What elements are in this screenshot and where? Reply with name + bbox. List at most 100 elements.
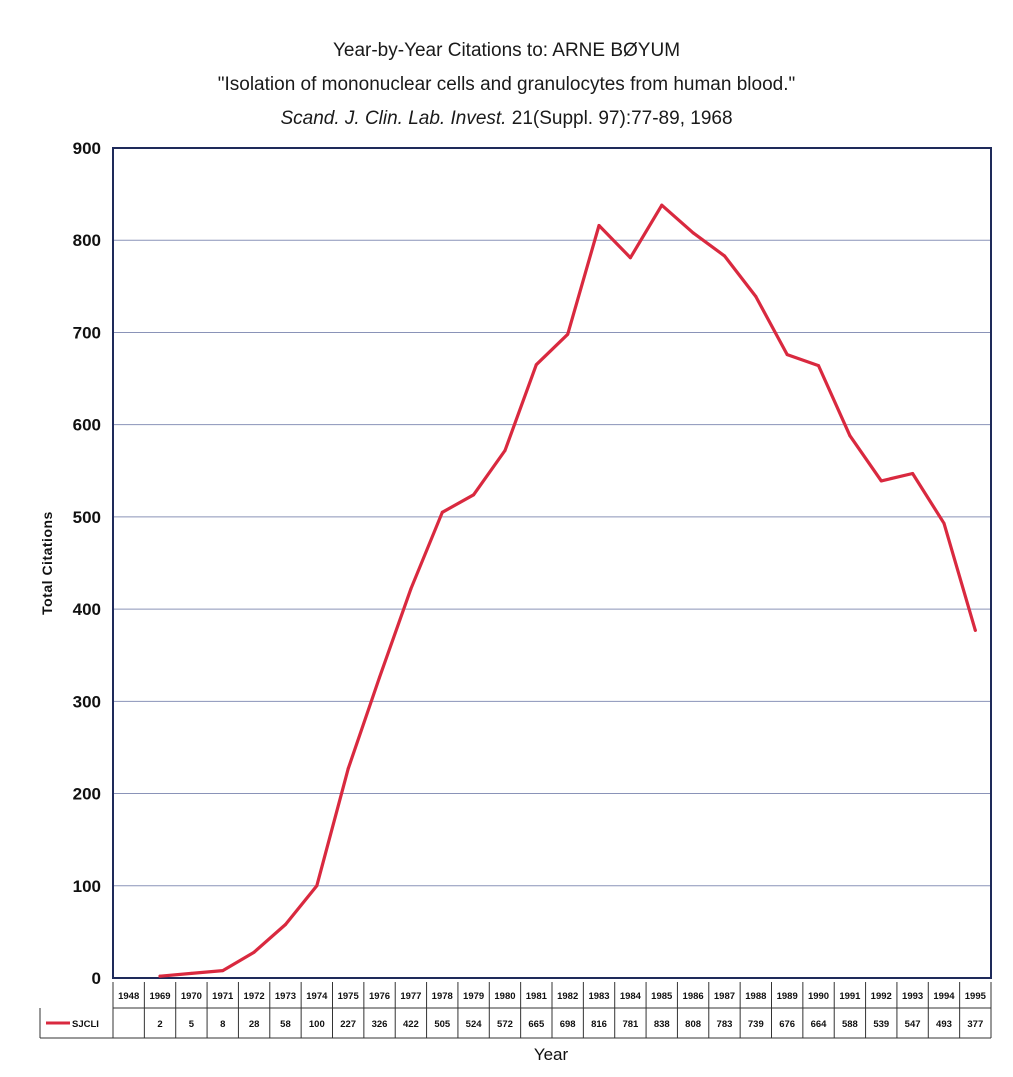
data-point [158, 974, 162, 978]
data-label: 28 [249, 1019, 260, 1030]
x-tick-label: 1976 [369, 991, 390, 1002]
x-tick-label: 1980 [494, 991, 515, 1002]
data-point [597, 223, 601, 227]
y-tick-label: 200 [73, 785, 101, 804]
x-tick-label: 1985 [651, 991, 673, 1002]
data-point [315, 884, 319, 888]
x-tick-label: 1988 [745, 991, 766, 1002]
chart-subtitle: "Isolation of mononuclear cells and gran… [217, 74, 796, 95]
data-point [973, 628, 977, 632]
data-label: 588 [842, 1019, 858, 1030]
x-tick-label: 1990 [808, 991, 829, 1002]
data-label: 493 [936, 1019, 952, 1030]
data-point [346, 767, 350, 771]
x-tick-label: 1995 [965, 991, 987, 1002]
x-tick-label: 1972 [244, 991, 265, 1002]
data-table: 1948 1969 1970 1971 1972 1973 1974 1975 1976 1977… [39, 982, 992, 1039]
data-point [942, 521, 946, 525]
plot-frame [112, 147, 992, 979]
x-tick-label: 1969 [149, 991, 170, 1002]
data-point [722, 254, 726, 258]
x-tick-label: 1994 [933, 991, 955, 1002]
y-axis-label: Total Citations [39, 511, 55, 615]
y-tick-label: 500 [73, 508, 101, 527]
data-label: 2 [157, 1019, 162, 1030]
data-label: 838 [654, 1019, 670, 1030]
data-point [189, 971, 193, 975]
gridlines [113, 239, 991, 887]
x-tick-label: 1979 [463, 991, 484, 1002]
data-label: 377 [967, 1019, 983, 1030]
x-tick-label: 1993 [902, 991, 923, 1002]
chart-titles: Year-by-Year Citations to: ARNE BØYUM "I… [0, 34, 1013, 136]
series-line [158, 203, 977, 978]
x-tick-label: 1975 [338, 991, 360, 1002]
data-point [503, 448, 507, 452]
y-tick-label: 900 [73, 139, 101, 158]
data-label: 8 [220, 1019, 225, 1030]
data-label: 665 [528, 1019, 545, 1030]
data-point [409, 587, 413, 591]
data-label: 505 [434, 1019, 451, 1030]
data-point [252, 950, 256, 954]
data-point [566, 332, 570, 336]
data-label: 739 [748, 1019, 764, 1030]
data-label: 676 [779, 1019, 795, 1030]
data-point [817, 364, 821, 368]
x-tick-label: 1983 [588, 991, 609, 1002]
x-tick-label: 1989 [777, 991, 798, 1002]
data-label: 547 [905, 1019, 921, 1030]
x-tick-label: 1981 [526, 991, 548, 1002]
y-tick-label: 600 [73, 416, 101, 435]
data-label: 100 [309, 1019, 325, 1030]
data-point [848, 434, 852, 438]
data-label: 781 [622, 1019, 639, 1030]
y-tick-label: 700 [73, 323, 101, 342]
x-tick-label: 1978 [432, 991, 453, 1002]
x-tick-label: 1991 [839, 991, 861, 1002]
y-tick-label: 0 [92, 969, 101, 988]
data-label: 698 [560, 1019, 576, 1030]
chart-title: Year-by-Year Citations to: ARNE BØYUM [332, 40, 681, 61]
data-point [754, 294, 758, 298]
data-point [785, 353, 789, 357]
x-tick-label: 1982 [557, 991, 578, 1002]
data-label: 227 [340, 1019, 356, 1030]
y-tick-label: 100 [73, 877, 101, 896]
journal-ref: 21(Suppl. 97):77-89, 1968 [506, 108, 733, 129]
data-point [534, 363, 538, 367]
x-tick-label: 1970 [181, 991, 202, 1002]
x-tick-label: 1977 [400, 991, 421, 1002]
x-tick-label: 1971 [212, 991, 234, 1002]
data-point [628, 256, 632, 260]
x-axis-label: Year [534, 1045, 569, 1064]
data-point [691, 231, 695, 235]
data-point [879, 479, 883, 483]
data-label: 539 [873, 1019, 889, 1030]
journal-name: Scand. J. Clin. Lab. Invest. [280, 108, 507, 129]
data-point [283, 923, 287, 927]
y-tick-label: 400 [73, 600, 101, 619]
data-point [472, 493, 476, 497]
y-tick-label: 800 [73, 231, 101, 250]
data-point [911, 472, 915, 476]
x-tick-label: 1984 [620, 991, 642, 1002]
x-tick-label: 1973 [275, 991, 296, 1002]
data-point [221, 969, 225, 973]
x-tick-label: 1986 [683, 991, 704, 1002]
x-tick-label: 1948 [118, 991, 139, 1002]
data-label: 5 [189, 1019, 195, 1030]
data-point [440, 510, 444, 514]
legend-label: SJCLI [72, 1019, 99, 1030]
data-label: 58 [280, 1019, 291, 1030]
data-label: 808 [685, 1019, 701, 1030]
data-point [660, 203, 664, 207]
data-label: 664 [811, 1019, 828, 1030]
data-label: 816 [591, 1019, 607, 1030]
y-tick-label: 300 [73, 692, 101, 711]
data-label: 572 [497, 1019, 513, 1030]
data-label: 524 [466, 1019, 483, 1030]
x-tick-label: 1987 [714, 991, 735, 1002]
series-layer [158, 203, 977, 978]
